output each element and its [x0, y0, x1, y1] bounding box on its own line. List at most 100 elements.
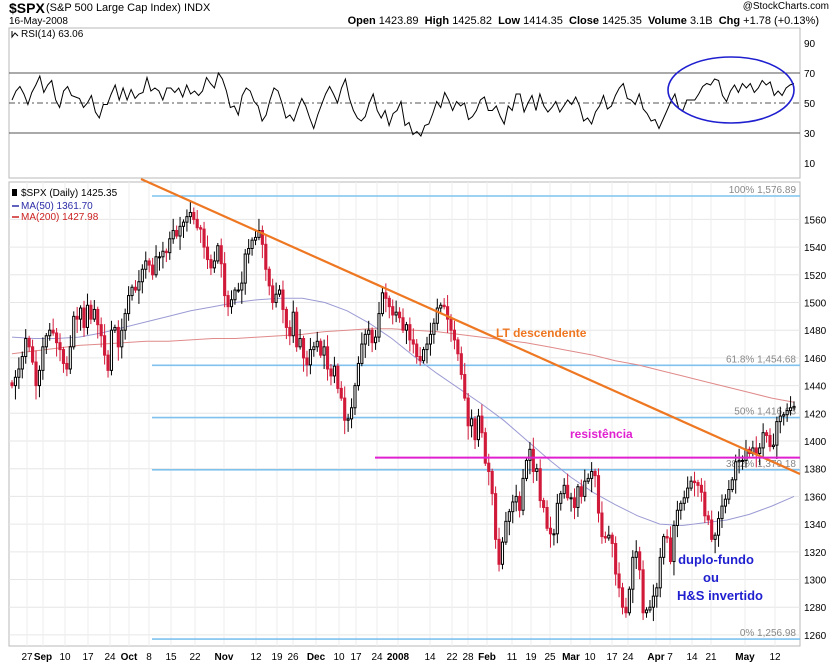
- candle: [716, 511, 721, 547]
- candle-body: [590, 470, 594, 479]
- candle-body: [284, 308, 288, 328]
- x-axis-tick: 22: [189, 652, 201, 663]
- candle: [343, 386, 347, 435]
- candle: [398, 307, 402, 323]
- candle-body: [782, 414, 786, 417]
- candle-body: [68, 346, 72, 370]
- candle-body: [267, 268, 271, 287]
- candle: [356, 356, 360, 391]
- candle: [120, 318, 124, 359]
- price-y-tick: 1400: [804, 437, 827, 448]
- candle: [758, 442, 762, 466]
- x-axis-tick: Dec: [307, 652, 326, 663]
- candle-body: [127, 295, 131, 315]
- x-axis-tick: 7: [667, 652, 673, 663]
- candle: [305, 350, 309, 377]
- candle: [312, 341, 316, 357]
- candle: [730, 477, 734, 493]
- candle: [401, 308, 405, 333]
- candle: [161, 241, 165, 269]
- candle: [373, 329, 378, 350]
- x-axis-tick: 17: [82, 652, 94, 663]
- candle-body: [483, 432, 487, 464]
- candle: [65, 356, 69, 377]
- close-label: Close: [569, 15, 599, 27]
- candle-body: [384, 292, 388, 299]
- candle-body: [298, 338, 302, 348]
- candle-body: [792, 405, 796, 409]
- fibonacci-label: 38.2% 1,379.18: [726, 459, 796, 470]
- fibonacci-levels: 100% 1,576.89 61.8% 1,454.68 50% 1,416.93 3…: [152, 185, 800, 640]
- candle-body: [394, 311, 398, 316]
- candle-body: [277, 289, 282, 295]
- pattern-label-double-bottom: duplo-fundo: [678, 552, 754, 567]
- candle-body: [569, 497, 573, 500]
- candle: [494, 486, 498, 549]
- candle: [679, 500, 683, 520]
- candle-body: [308, 349, 312, 366]
- chg-label: Chg: [718, 15, 741, 27]
- candle-body: [435, 307, 439, 324]
- candle: [34, 350, 38, 400]
- candle: [41, 337, 45, 380]
- candle-body: [422, 349, 426, 362]
- price-y-tick: 1260: [804, 631, 827, 642]
- candle-body: [44, 335, 48, 348]
- candle: [271, 278, 275, 310]
- candle-body: [226, 295, 230, 308]
- candle-body: [55, 332, 59, 344]
- candle: [363, 329, 367, 358]
- candle-body: [466, 397, 470, 427]
- x-axis-tick: 27: [21, 652, 33, 663]
- candle: [518, 491, 522, 518]
- fibonacci-label: 100% 1,576.89: [729, 185, 797, 196]
- candle: [68, 335, 72, 374]
- candle-body: [713, 534, 717, 540]
- candle-body: [295, 311, 299, 348]
- candle: [109, 320, 114, 376]
- price-y-tick: 1360: [804, 492, 827, 503]
- x-axis-tick: 10: [59, 652, 71, 663]
- candle-body: [518, 495, 522, 511]
- candle: [92, 300, 96, 322]
- candle: [734, 454, 738, 494]
- candle-body: [120, 329, 124, 348]
- candle: [782, 411, 786, 426]
- candle-body: [404, 324, 408, 331]
- candlesticks: [10, 200, 796, 622]
- candle-body: [689, 480, 693, 489]
- price-y-tick: 1440: [804, 382, 827, 393]
- rsi-y-tick: 30: [804, 129, 816, 140]
- candle: [720, 494, 724, 528]
- volume-label: Volume: [647, 15, 687, 27]
- candle: [442, 298, 446, 310]
- candle: [175, 225, 179, 239]
- candle-body: [264, 243, 268, 270]
- candle-body: [473, 418, 477, 441]
- candle-body: [562, 484, 566, 495]
- candle: [775, 416, 779, 460]
- candle: [535, 463, 539, 481]
- candle-body: [116, 326, 120, 348]
- x-axis-tick: 8: [146, 652, 152, 663]
- candle-body: [92, 308, 96, 320]
- candle: [696, 479, 700, 497]
- candle-body: [566, 484, 570, 499]
- candle: [116, 320, 120, 361]
- candle-body: [20, 356, 24, 370]
- candle: [99, 317, 103, 348]
- candle-body: [411, 339, 415, 345]
- candle-body: [75, 315, 79, 320]
- candle: [103, 324, 107, 365]
- chart-title: (S&P 500 Large Cap Index) INDX: [46, 2, 210, 14]
- chg-value: +1.78 (+0.13%): [743, 15, 819, 27]
- candle: [487, 453, 491, 486]
- candle: [322, 339, 326, 369]
- candle: [370, 327, 374, 353]
- candle-body: [607, 534, 611, 539]
- candle: [240, 271, 244, 304]
- candle: [682, 490, 686, 511]
- candle: [349, 398, 354, 429]
- candle: [291, 300, 295, 343]
- x-axis-tick: Oct: [121, 652, 138, 663]
